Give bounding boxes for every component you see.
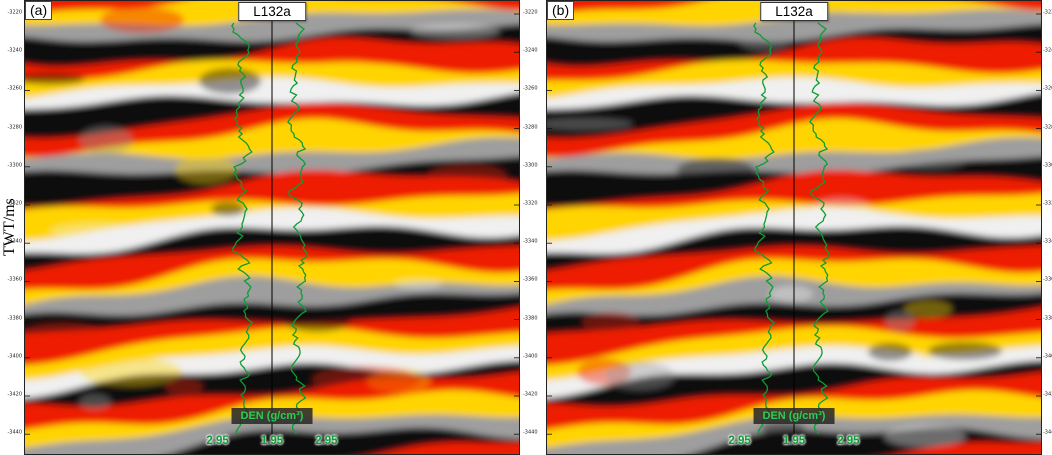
density-scale-mid: 1.95 (260, 435, 284, 447)
tick-label: -3380 (7, 315, 22, 322)
tick-label: -3280 (1043, 124, 1052, 131)
panel-a-tag: (a) (25, 1, 53, 20)
tick-label: -3340 (523, 238, 538, 245)
seismic-panel-a: (a) L132a DEN (g/cm³) 2.95 1.95 2.95 (24, 0, 520, 455)
tick-label: -3340 (1043, 238, 1052, 245)
tick-label: -3340 (7, 238, 22, 245)
well-name-label: L132a (238, 2, 306, 21)
seismic-image-a (25, 1, 519, 454)
tick-label: -3420 (523, 391, 538, 398)
density-scale-left: 2.95 (728, 435, 751, 447)
density-scale-left: 2.95 (206, 435, 229, 447)
tick-label: -3420 (1043, 391, 1052, 398)
tick-label: -3320 (7, 200, 22, 207)
tick-label: -3300 (523, 162, 538, 169)
tick-label: -3280 (523, 124, 538, 131)
tick-label: -3380 (1043, 315, 1052, 322)
density-scale-right: 2.95 (315, 435, 338, 447)
tick-label: -3440 (1043, 429, 1052, 436)
tick-label: -3400 (523, 353, 538, 360)
tick-label: -3360 (523, 276, 538, 283)
panel-b-tag: (b) (547, 1, 575, 20)
density-log-label: DEN (g/cm³) (753, 408, 835, 424)
density-scale-right: 2.95 (837, 435, 860, 447)
density-scale-mid: 1.95 (782, 435, 806, 447)
tick-label: -3300 (7, 162, 22, 169)
tick-label: -3220 (523, 9, 538, 16)
tick-label: -3360 (1043, 276, 1052, 283)
tick-label: -3220 (1043, 9, 1052, 16)
well-name-label: L132a (760, 2, 828, 21)
tick-label: -3280 (7, 124, 22, 131)
tick-label: -3320 (1043, 200, 1052, 207)
tick-label: -3320 (523, 200, 538, 207)
seismic-image-b (547, 1, 1041, 454)
tick-label: -3260 (1043, 85, 1052, 92)
seismic-panel-b: (b) L132a DEN (g/cm³) 2.95 1.95 2.95 (546, 0, 1042, 455)
tick-label: -3260 (7, 85, 22, 92)
tick-label: -3440 (7, 429, 22, 436)
tick-label: -3260 (523, 85, 538, 92)
density-scale-row: 2.95 1.95 2.95 (728, 435, 859, 447)
tick-label: -3240 (1043, 47, 1052, 54)
density-log-label: DEN (g/cm³) (231, 408, 313, 424)
tick-label: -3240 (7, 47, 22, 54)
tick-label: -3220 (7, 9, 22, 16)
tick-label: -3380 (523, 315, 538, 322)
tick-label: -3440 (523, 429, 538, 436)
tick-labels-left: -3220 -3240 -3260 -3280 -3300 -3320 -3340 -3360… (0, 0, 23, 455)
tick-labels-right: -3220 -3240 -3260 -3280 -3300 -3320 -3340 -3360… (1042, 0, 1052, 455)
tick-label: -3420 (7, 391, 22, 398)
tick-labels-middle: -3220 -3240 -3260 -3280 -3300 -3320 -3340 -3360… (521, 0, 545, 455)
tick-label: -3240 (523, 47, 538, 54)
tick-label: -3400 (1043, 353, 1052, 360)
density-scale-row: 2.95 1.95 2.95 (206, 435, 337, 447)
tick-label: -3300 (1043, 162, 1052, 169)
tick-label: -3360 (7, 276, 22, 283)
tick-label: -3400 (7, 353, 22, 360)
